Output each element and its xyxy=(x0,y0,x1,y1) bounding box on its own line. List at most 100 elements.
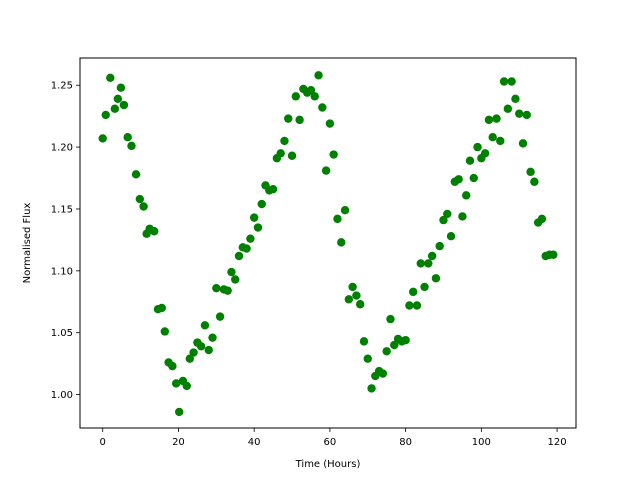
data-point xyxy=(480,149,490,158)
data-point xyxy=(344,295,354,304)
data-point xyxy=(337,238,346,247)
x-tick-label: 20 xyxy=(172,437,185,448)
data-point xyxy=(492,114,501,123)
y-tick-label: 1.00 xyxy=(51,390,73,401)
data-point xyxy=(518,139,528,148)
data-point xyxy=(106,73,115,82)
data-point xyxy=(420,282,429,292)
y-tick-label: 1.20 xyxy=(51,143,73,154)
data-point xyxy=(306,85,316,95)
data-point xyxy=(171,379,181,388)
data-point xyxy=(113,94,123,104)
data-point xyxy=(427,251,437,261)
data-point xyxy=(110,104,120,113)
data-point xyxy=(439,215,448,225)
data-point xyxy=(390,340,399,350)
data-point xyxy=(352,291,361,300)
x-tick-label: 80 xyxy=(399,437,412,448)
data-point xyxy=(530,177,539,186)
data-point xyxy=(465,156,475,165)
data-point xyxy=(378,369,388,378)
x-tick-label: 100 xyxy=(472,437,491,448)
x-tick-label: 60 xyxy=(324,437,337,448)
y-tick-label: 1.25 xyxy=(51,81,73,92)
data-point xyxy=(458,212,467,221)
data-point xyxy=(549,250,558,259)
data-point xyxy=(473,142,482,152)
data-point xyxy=(408,287,418,297)
x-tick-label: 120 xyxy=(548,437,567,448)
data-point xyxy=(431,274,441,283)
plot-frame xyxy=(79,57,577,429)
data-point xyxy=(231,275,240,284)
data-point xyxy=(359,337,369,346)
data-point xyxy=(189,348,198,357)
data-point xyxy=(469,173,478,183)
data-point xyxy=(212,283,221,293)
data-point xyxy=(424,259,433,268)
data-point xyxy=(98,134,107,143)
data-point xyxy=(325,119,335,128)
data-point xyxy=(150,227,159,236)
x-axis-label: Time (Hours) xyxy=(295,459,361,470)
data-point xyxy=(386,314,395,324)
data-point xyxy=(268,184,278,194)
x-tick-label: 0 xyxy=(100,437,106,448)
data-point xyxy=(461,191,471,200)
data-point xyxy=(443,209,452,219)
data-point xyxy=(310,92,319,101)
data-point xyxy=(242,244,251,253)
data-point xyxy=(454,175,463,184)
y-tick-label: 1.10 xyxy=(51,266,73,277)
data-point xyxy=(185,354,195,363)
data-point xyxy=(522,110,531,120)
data-point xyxy=(511,94,520,104)
data-point xyxy=(333,214,342,224)
data-point xyxy=(253,223,263,232)
data-point xyxy=(131,170,141,179)
data-point xyxy=(276,149,285,158)
data-point xyxy=(329,150,338,159)
data-point xyxy=(321,166,331,175)
data-point xyxy=(200,321,210,330)
data-point xyxy=(503,104,513,113)
data-point xyxy=(101,110,110,120)
x-axis-ticks: 0 20 40 60 80 100 120 xyxy=(100,428,567,448)
data-point xyxy=(284,114,293,123)
data-point xyxy=(168,361,177,371)
data-point xyxy=(175,407,184,417)
data-point xyxy=(119,100,129,110)
data-point xyxy=(526,167,535,177)
data-point xyxy=(401,335,410,345)
data-point xyxy=(318,103,327,112)
data-point xyxy=(507,77,516,86)
data-point xyxy=(340,206,350,215)
data-point xyxy=(234,251,244,261)
data-point xyxy=(215,312,225,321)
data-point xyxy=(348,282,357,292)
data-point xyxy=(435,241,444,251)
data-point xyxy=(208,333,217,342)
data-point xyxy=(139,202,148,211)
data-point xyxy=(249,213,259,222)
data-point xyxy=(223,286,232,295)
data-point xyxy=(314,71,323,80)
data-point xyxy=(446,231,456,241)
data-point xyxy=(280,136,289,146)
data-point xyxy=(182,381,191,391)
data-point xyxy=(287,151,297,160)
data-point xyxy=(127,141,136,151)
data-point xyxy=(382,347,391,356)
data-point xyxy=(416,259,425,268)
data-point xyxy=(196,342,206,351)
data-point xyxy=(246,234,255,243)
y-tick-label: 1.05 xyxy=(51,328,73,339)
data-points xyxy=(98,71,558,417)
data-point xyxy=(515,109,524,118)
data-point xyxy=(412,301,422,310)
data-point xyxy=(484,115,494,125)
y-tick-label: 1.15 xyxy=(51,204,73,215)
data-point xyxy=(291,92,301,101)
